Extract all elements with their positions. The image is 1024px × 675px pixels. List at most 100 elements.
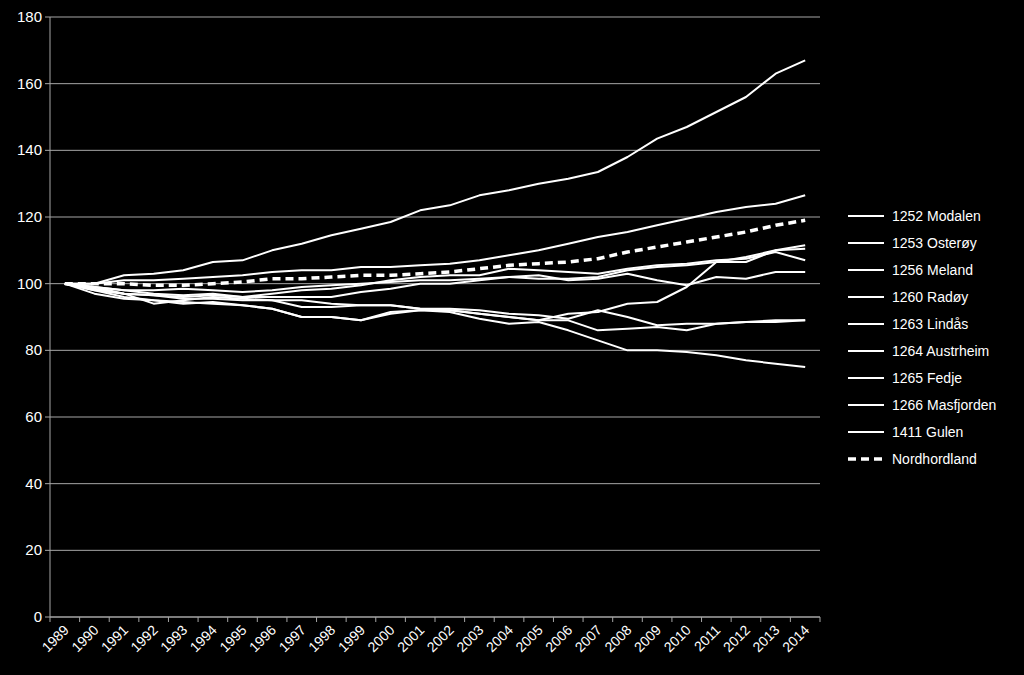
x-tick <box>642 617 643 622</box>
x-tick-label: 2006 <box>542 622 575 655</box>
chart: 0 20 40 60 80 100 120 140 160 180 1989199019911992… <box>0 0 1024 675</box>
legend-swatch <box>848 431 884 433</box>
legend-label: 1253 Osterøy <box>892 235 977 251</box>
x-tick-label: 1989 <box>39 622 72 655</box>
x-tick-label: 2008 <box>601 622 634 655</box>
x-tick <box>257 617 258 622</box>
grid-line <box>50 550 820 551</box>
series-line <box>65 60 805 283</box>
y-tick <box>45 83 50 84</box>
x-tick-label: 2007 <box>572 622 605 655</box>
x-tick-label: 1999 <box>335 622 368 655</box>
x-tick <box>435 617 436 622</box>
grid-line <box>50 483 820 484</box>
x-tick-label: 2002 <box>424 622 457 655</box>
legend-swatch <box>848 269 884 271</box>
y-tick <box>45 350 50 351</box>
legend-label: 1263 Lindås <box>892 316 968 332</box>
grid-line <box>50 350 820 351</box>
legend-label: 1411 Gulen <box>892 424 963 440</box>
y-tick <box>45 483 50 484</box>
y-tick-label: 140 <box>17 141 42 158</box>
grid-line <box>50 217 820 218</box>
series-line <box>65 284 805 367</box>
background <box>0 0 1024 675</box>
legend-swatch <box>848 377 884 379</box>
x-tick <box>50 617 51 622</box>
legend-swatch <box>848 350 884 352</box>
y-tick-label: 160 <box>17 75 42 92</box>
x-tick <box>494 617 495 622</box>
x-tick-label: 2009 <box>631 622 664 655</box>
y-tick <box>45 150 50 151</box>
y-tick <box>45 217 50 218</box>
series-line <box>65 220 805 285</box>
x-tick <box>138 617 139 622</box>
y-tick-label: 40 <box>25 475 42 492</box>
x-tick-label: 1998 <box>305 622 338 655</box>
legend-swatch <box>848 457 884 461</box>
y-tick-label: 0 <box>34 608 42 625</box>
x-tick <box>790 617 791 622</box>
legend-label: 1266 Masfjorden <box>892 397 996 413</box>
x-tick <box>168 617 169 622</box>
legend-label: 1252 Modalen <box>892 208 981 224</box>
grid-line <box>50 150 820 151</box>
y-tick <box>45 550 50 551</box>
x-tick <box>612 617 613 622</box>
grid-line <box>50 17 820 18</box>
x-tick-label: 2004 <box>483 622 516 655</box>
x-tick <box>464 617 465 622</box>
x-tick <box>375 617 376 622</box>
x-tick-label: 2001 <box>394 622 427 655</box>
y-tick-label: 180 <box>17 8 42 25</box>
x-tick <box>553 617 554 622</box>
x-tick-label: 2014 <box>779 622 812 655</box>
series-line <box>65 195 805 283</box>
y-tick-label: 100 <box>17 275 42 292</box>
x-tick <box>671 617 672 622</box>
x-tick-label: 2012 <box>720 622 753 655</box>
x-tick-label: 1996 <box>246 622 279 655</box>
x-tick <box>760 617 761 622</box>
x-tick <box>79 617 80 622</box>
x-tick-label: 1993 <box>157 622 190 655</box>
legend-label: 1265 Fedje <box>892 370 962 386</box>
y-tick-label: 80 <box>25 341 42 358</box>
x-tick-label: 1991 <box>98 622 131 655</box>
x-tick <box>405 617 406 622</box>
x-tick <box>316 617 317 622</box>
x-tick <box>109 617 110 622</box>
legend-label: 1260 Radøy <box>892 289 968 305</box>
legend-label: Nordhordland <box>892 451 977 467</box>
y-tick <box>45 417 50 418</box>
legend-swatch <box>848 215 884 217</box>
x-tick <box>583 617 584 622</box>
x-tick-label: 1997 <box>276 622 309 655</box>
legend-label: 1264 Austrheim <box>892 343 989 359</box>
y-tick-label: 20 <box>25 541 42 558</box>
x-tick-label: 1992 <box>127 622 160 655</box>
y-tick-label: 60 <box>25 408 42 425</box>
legend-label: 1256 Meland <box>892 262 973 278</box>
x-tick-label: 2011 <box>691 622 724 655</box>
x-tick <box>820 617 821 622</box>
series-line <box>65 284 805 331</box>
x-tick-label: 2013 <box>749 622 782 655</box>
x-tick <box>731 617 732 622</box>
x-tick-label: 1990 <box>68 622 101 655</box>
x-tick-label: 2000 <box>364 622 397 655</box>
legend-swatch <box>848 296 884 298</box>
y-tick-label: 120 <box>17 208 42 225</box>
x-tick <box>198 617 199 622</box>
x-tick <box>523 617 524 622</box>
x-tick-label: 2005 <box>512 622 545 655</box>
x-tick-label: 2003 <box>453 622 486 655</box>
legend-swatch <box>848 404 884 406</box>
grid-line <box>50 83 820 84</box>
plot-area <box>65 60 805 367</box>
x-tick-label: 1994 <box>187 622 220 655</box>
x-tick-label: 2010 <box>661 622 694 655</box>
x-tick <box>346 617 347 622</box>
legend-swatch <box>848 323 884 325</box>
